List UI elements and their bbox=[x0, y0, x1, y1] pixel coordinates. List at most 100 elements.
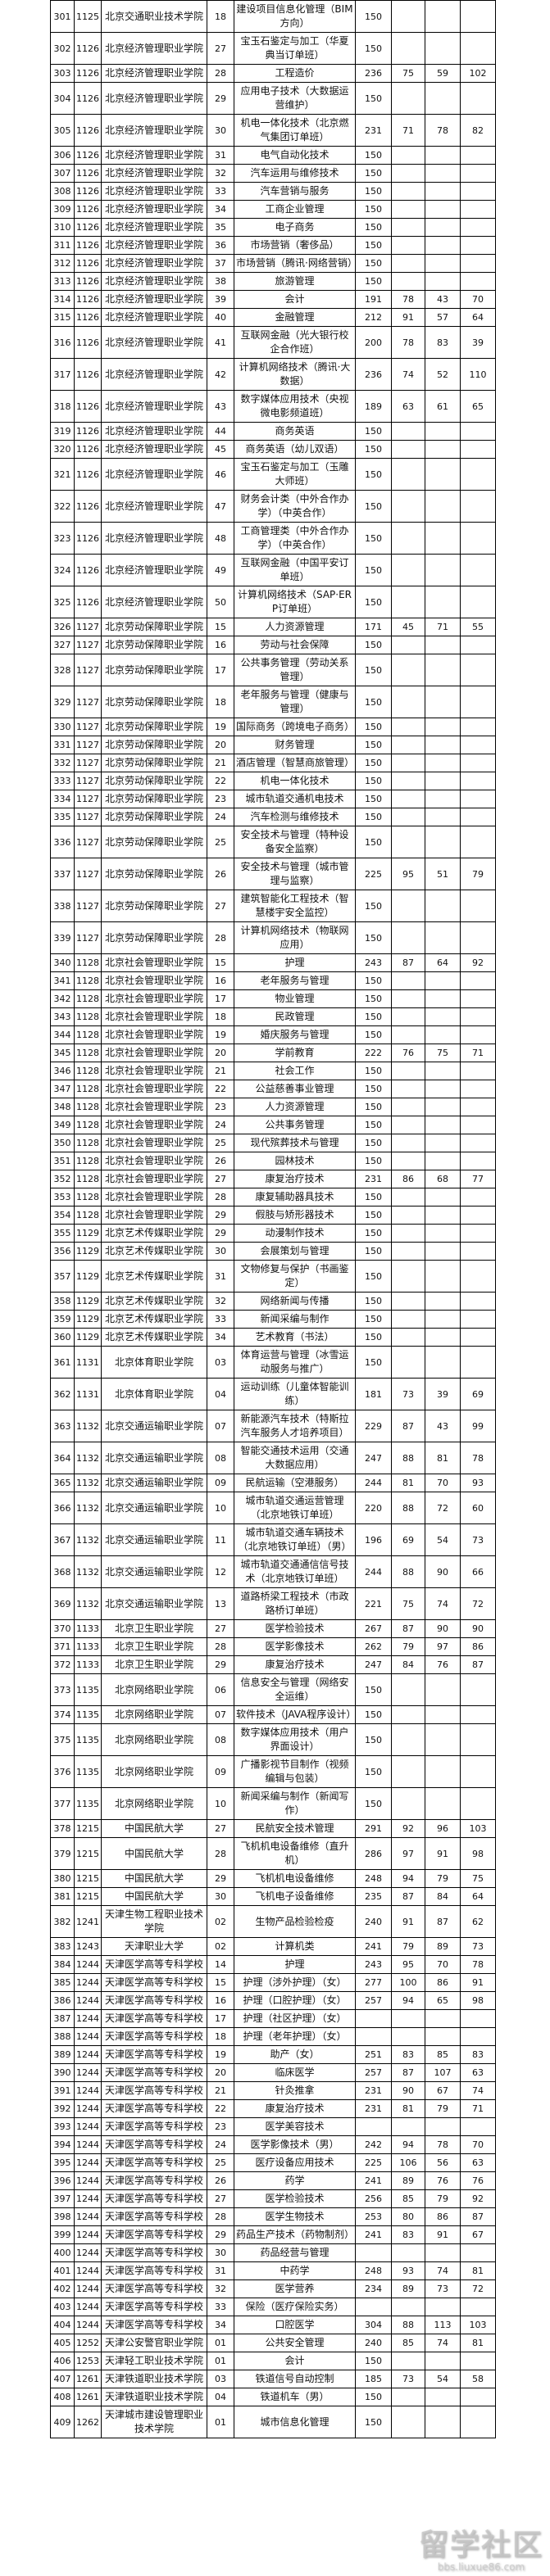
score-3-cell bbox=[460, 989, 496, 1008]
score-3-cell bbox=[460, 1673, 496, 1706]
school-code-cell: 1244 bbox=[74, 1973, 102, 1992]
total-score-cell: 286 bbox=[355, 1837, 392, 1870]
score-2-cell: 43 bbox=[425, 290, 461, 309]
score-3-cell bbox=[460, 808, 496, 826]
total-score-cell: 150 bbox=[355, 146, 392, 165]
score-2-cell bbox=[425, 272, 461, 291]
row-number-cell: 314 bbox=[50, 290, 75, 309]
score-3-cell bbox=[460, 2117, 496, 2136]
major-name-cell: 互联网金融（中国平安订单班） bbox=[234, 554, 356, 586]
table-row: 323 1126 北京经济管理职业学院 48 工商管理类（中外合作办学）（中英合作） 15… bbox=[50, 522, 496, 555]
score-2-cell bbox=[425, 1346, 461, 1379]
score-2-cell: 76 bbox=[425, 2171, 461, 2190]
total-score-cell: 150 bbox=[355, 1755, 392, 1788]
major-code-cell: 30 bbox=[207, 1887, 234, 1906]
school-code-cell: 1129 bbox=[74, 1224, 102, 1243]
score-3-cell: 58 bbox=[460, 2370, 496, 2388]
score-3-cell bbox=[460, 146, 496, 165]
major-name-cell: 康复治疗技术 bbox=[234, 1170, 356, 1188]
score-3-cell bbox=[460, 2243, 496, 2262]
school-name-cell: 北京社会管理职业学院 bbox=[101, 953, 207, 972]
school-name-cell: 北京经济管理职业学院 bbox=[101, 182, 207, 201]
table-row: 360 1129 北京艺术传媒职业学院 34 艺术教育（书法） 150 bbox=[50, 1328, 496, 1347]
major-name-cell: 飞机电子设备维修 bbox=[234, 1887, 356, 1906]
major-name-cell: 助产（女） bbox=[234, 2045, 356, 2064]
major-name-cell: 安全技术与管理（特种设备安全监察） bbox=[234, 826, 356, 858]
row-number-cell: 324 bbox=[50, 554, 75, 586]
school-code-cell: 1129 bbox=[74, 1292, 102, 1311]
major-code-cell: 15 bbox=[207, 953, 234, 972]
score-1-cell bbox=[391, 146, 425, 165]
school-code-cell: 1125 bbox=[74, 0, 102, 33]
school-code-cell: 1132 bbox=[74, 1587, 102, 1620]
score-3-cell bbox=[460, 1705, 496, 1724]
table-row: 396 1244 天津医学高等专科学校 26 药学 241 89 76 76 bbox=[50, 2171, 496, 2190]
major-code-cell: 29 bbox=[207, 1655, 234, 1674]
score-3-cell bbox=[460, 1346, 496, 1379]
row-number-cell: 386 bbox=[50, 1991, 75, 2010]
school-code-cell: 1132 bbox=[74, 1474, 102, 1492]
row-number-cell: 354 bbox=[50, 1206, 75, 1225]
score-1-cell: 87 bbox=[391, 2063, 425, 2082]
school-name-cell: 北京经济管理职业学院 bbox=[101, 64, 207, 83]
major-code-cell: 32 bbox=[207, 2279, 234, 2298]
score-1-cell: 88 bbox=[391, 2316, 425, 2334]
row-number-cell: 337 bbox=[50, 858, 75, 890]
school-name-cell: 北京劳动保障职业学院 bbox=[101, 736, 207, 754]
table-row: 319 1126 北京经济管理职业学院 44 商务英语 150 bbox=[50, 422, 496, 441]
major-name-cell: 城市轨道交通运营管理（北京地铁订单班） bbox=[234, 1492, 356, 1524]
row-number-cell: 377 bbox=[50, 1787, 75, 1820]
school-name-cell: 北京艺术传媒职业学院 bbox=[101, 1260, 207, 1293]
total-score-cell: 150 bbox=[355, 200, 392, 219]
score-1-cell bbox=[391, 718, 425, 736]
major-code-cell: 38 bbox=[207, 272, 234, 291]
row-number-cell: 400 bbox=[50, 2243, 75, 2262]
major-code-cell: 25 bbox=[207, 1134, 234, 1152]
major-code-cell: 12 bbox=[207, 1555, 234, 1588]
total-score-cell: 262 bbox=[355, 1637, 392, 1656]
score-1-cell: 95 bbox=[391, 858, 425, 890]
row-number-cell: 385 bbox=[50, 1973, 75, 1992]
table-row: 326 1127 北京劳动保障职业学院 15 人力资源管理 171 45 71 55 bbox=[50, 618, 496, 636]
school-name-cell: 北京社会管理职业学院 bbox=[101, 1116, 207, 1134]
major-name-cell: 广播影视节目制作（视频编辑与包装） bbox=[234, 1755, 356, 1788]
score-3-cell bbox=[460, 718, 496, 736]
score-2-cell: 70 bbox=[425, 1955, 461, 1974]
score-1-cell: 88 bbox=[391, 1555, 425, 1588]
major-name-cell: 建筑智能化工程技术（智慧楼宇安全监控） bbox=[234, 890, 356, 922]
school-name-cell: 北京交通运输职业学院 bbox=[101, 1442, 207, 1474]
school-code-cell: 1128 bbox=[74, 1062, 102, 1080]
row-number-cell: 370 bbox=[50, 1619, 75, 1638]
row-number-cell: 409 bbox=[50, 2406, 75, 2438]
score-1-cell bbox=[391, 554, 425, 586]
row-number-cell: 372 bbox=[50, 1655, 75, 1674]
major-code-cell: 37 bbox=[207, 254, 234, 273]
table-row: 312 1126 北京经济管理职业学院 37 市场营销（腾讯·网络营销） 150 bbox=[50, 254, 496, 273]
total-score-cell: 231 bbox=[355, 114, 392, 147]
major-name-cell: 药学 bbox=[234, 2171, 356, 2190]
score-3-cell: 55 bbox=[460, 618, 496, 636]
score-2-cell: 79 bbox=[425, 2189, 461, 2208]
school-name-cell: 北京交通运输职业学院 bbox=[101, 1523, 207, 1556]
row-number-cell: 352 bbox=[50, 1170, 75, 1188]
school-name-cell: 北京艺术传媒职业学院 bbox=[101, 1224, 207, 1243]
score-2-cell bbox=[425, 1116, 461, 1134]
school-code-cell: 1261 bbox=[74, 2388, 102, 2406]
major-name-cell: 护理（口腔护理）（女） bbox=[234, 1991, 356, 2010]
school-code-cell: 1128 bbox=[74, 1044, 102, 1062]
major-code-cell: 27 bbox=[207, 890, 234, 922]
total-score-cell: 150 bbox=[355, 1206, 392, 1225]
score-3-cell: 75 bbox=[460, 1869, 496, 1888]
major-name-cell: 艺术教育（书法） bbox=[234, 1328, 356, 1347]
score-3-cell: 69 bbox=[460, 1378, 496, 1410]
table-row: 365 1132 北京交通运输职业学院 09 民航运输（空港服务） 244 81 70 93 bbox=[50, 1474, 496, 1492]
score-3-cell: 98 bbox=[460, 1837, 496, 1870]
total-score-cell: 150 bbox=[355, 890, 392, 922]
school-code-cell: 1126 bbox=[74, 272, 102, 291]
total-score-cell: 242 bbox=[355, 2135, 392, 2154]
score-1-cell: 97 bbox=[391, 1837, 425, 1870]
school-name-cell: 北京经济管理职业学院 bbox=[101, 522, 207, 555]
score-3-cell bbox=[460, 1260, 496, 1293]
major-name-cell: 康复辅助器具技术 bbox=[234, 1188, 356, 1207]
major-code-cell: 07 bbox=[207, 1410, 234, 1442]
